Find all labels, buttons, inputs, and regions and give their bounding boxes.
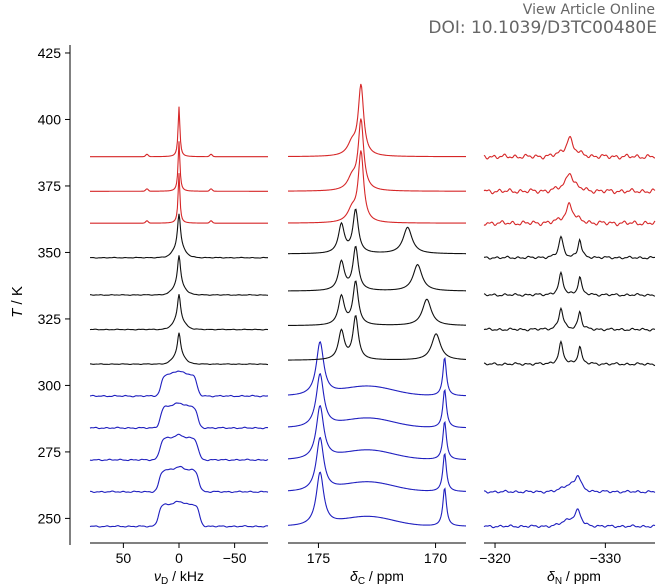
x-label-unit-nitrogen: / ppm — [562, 568, 601, 584]
panel-deuterium: 50 0 −50 νD / kHz — [89, 106, 269, 586]
trace-nitrogen-260K — [483, 475, 656, 494]
x-label-sub-deuterium: D — [161, 576, 168, 586]
trace-deuterium-373K — [90, 141, 268, 192]
trace-carbon-386K — [287, 83, 466, 158]
y-tick-label: 325 — [38, 311, 62, 327]
x-label-symbol-deuterium: ν — [154, 568, 161, 584]
y-axis-ticks: 250 275 300 325 350 375 400 425 — [38, 45, 70, 526]
y-axis-label-unit: / K — [9, 286, 26, 309]
traces-carbon — [287, 83, 467, 527]
y-axis-label: T / K — [9, 286, 26, 318]
x-tick-label-carbon: 175 — [307, 550, 331, 566]
y-tick-label: 350 — [38, 244, 62, 260]
x-tick-label-carbon: 170 — [424, 550, 448, 566]
trace-nitrogen-348K — [483, 235, 655, 260]
trace-nitrogen-334K — [483, 270, 656, 297]
view-article-online-link[interactable]: View Article Online — [522, 2, 655, 18]
trace-nitrogen-308K — [483, 340, 656, 367]
trace-nitrogen-247K — [483, 508, 656, 529]
trace-nitrogen-373K — [483, 172, 656, 195]
x-axis-ticks-carbon: 175 170 — [307, 543, 448, 566]
trace-deuterium-334K — [89, 255, 269, 296]
y-tick-label: 275 — [38, 444, 62, 460]
x-tick-label-deuterium: 50 — [116, 550, 132, 566]
x-axis-ticks-nitrogen: −320 −330 — [479, 543, 621, 566]
x-label-symbol-carbon: δ — [350, 568, 358, 584]
traces-nitrogen — [483, 135, 656, 529]
x-tick-label-nitrogen: −320 — [479, 550, 511, 566]
trace-deuterium-284K — [89, 402, 269, 430]
trace-carbon-260K — [287, 436, 467, 492]
panel-carbon: 175 170 δC / ppm — [287, 83, 467, 586]
x-label-sub-nitrogen: N — [555, 576, 562, 586]
x-tick-label-deuterium: −50 — [223, 550, 247, 566]
trace-carbon-361K — [288, 150, 466, 224]
trace-deuterium-272K — [89, 433, 269, 462]
trace-nitrogen-386K — [483, 135, 656, 160]
trace-deuterium-348K — [89, 213, 268, 259]
y-axis-label-symbol: T — [9, 307, 26, 318]
y-tick-label: 250 — [38, 510, 62, 526]
x-tick-label-deuterium: 0 — [175, 550, 183, 566]
x-label-unit-carbon: / ppm — [365, 568, 404, 584]
trace-carbon-272K — [287, 404, 467, 461]
x-axis-label-nitrogen: δN / ppm — [547, 568, 601, 586]
trace-deuterium-296K — [89, 370, 269, 398]
trace-nitrogen-361K — [483, 202, 656, 227]
trace-deuterium-247K — [89, 500, 269, 528]
trace-carbon-296K — [287, 341, 467, 397]
y-tick-label: 300 — [38, 377, 62, 393]
y-tick-label: 400 — [38, 111, 62, 127]
trace-carbon-373K — [287, 118, 467, 192]
x-axis-label-deuterium: νD / kHz — [154, 568, 204, 586]
x-label-sub-carbon: C — [358, 576, 365, 586]
trace-deuterium-361K — [90, 173, 268, 224]
trace-deuterium-260K — [89, 465, 269, 494]
trace-carbon-321K — [287, 280, 467, 327]
x-axis-ticks-deuterium: 50 0 −50 — [116, 543, 247, 566]
trace-carbon-308K — [287, 315, 467, 361]
trace-carbon-247K — [287, 471, 467, 527]
x-label-symbol-nitrogen: δ — [547, 568, 555, 584]
doi-text: DOI: 10.1039/D3TC00480E — [428, 18, 657, 38]
y-tick-label: 375 — [38, 178, 62, 194]
trace-deuterium-386K — [90, 106, 268, 158]
x-label-unit-deuterium: / kHz — [168, 568, 204, 584]
trace-deuterium-321K — [89, 294, 269, 331]
trace-deuterium-308K — [89, 332, 269, 366]
trace-carbon-334K — [287, 245, 467, 292]
y-axis: 250 275 300 325 350 375 400 425 T / K — [9, 45, 71, 545]
trace-nitrogen-321K — [483, 306, 656, 332]
x-axis-label-carbon: δC / ppm — [350, 568, 404, 586]
panel-nitrogen: −320 −330 δN / ppm — [479, 135, 656, 586]
trace-carbon-348K — [287, 208, 467, 255]
y-tick-label: 425 — [38, 45, 62, 61]
traces-deuterium — [89, 106, 269, 528]
trace-carbon-284K — [287, 373, 467, 429]
x-tick-label-nitrogen: −330 — [590, 550, 622, 566]
